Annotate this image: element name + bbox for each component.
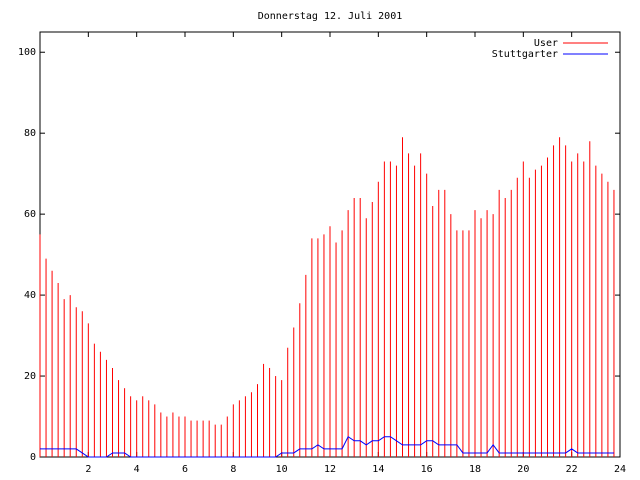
x-tick-label: 6 (182, 464, 188, 475)
x-tick-label: 12 (324, 464, 336, 475)
y-tick-label: 0 (30, 452, 36, 463)
chart-title: Donnerstag 12. Juli 2001 (258, 11, 403, 22)
y-tick-label: 100 (18, 47, 36, 58)
x-tick-label: 16 (421, 464, 433, 475)
x-tick-label: 24 (614, 464, 626, 475)
y-tick-label: 40 (24, 290, 36, 301)
x-tick-label: 20 (517, 464, 529, 475)
y-tick-label: 80 (24, 128, 36, 139)
x-tick-label: 8 (230, 464, 236, 475)
x-tick-label: 10 (276, 464, 288, 475)
x-tick-label: 18 (469, 464, 481, 475)
legend-label: User (534, 38, 558, 49)
x-tick-label: 22 (566, 464, 578, 475)
y-tick-label: 20 (24, 371, 36, 382)
x-tick-label: 2 (85, 464, 91, 475)
legend-label: Stuttgarter (492, 49, 558, 60)
x-tick-label: 4 (134, 464, 140, 475)
x-tick-label: 14 (372, 464, 384, 475)
y-tick-label: 60 (24, 209, 36, 220)
series-line (40, 436, 614, 458)
